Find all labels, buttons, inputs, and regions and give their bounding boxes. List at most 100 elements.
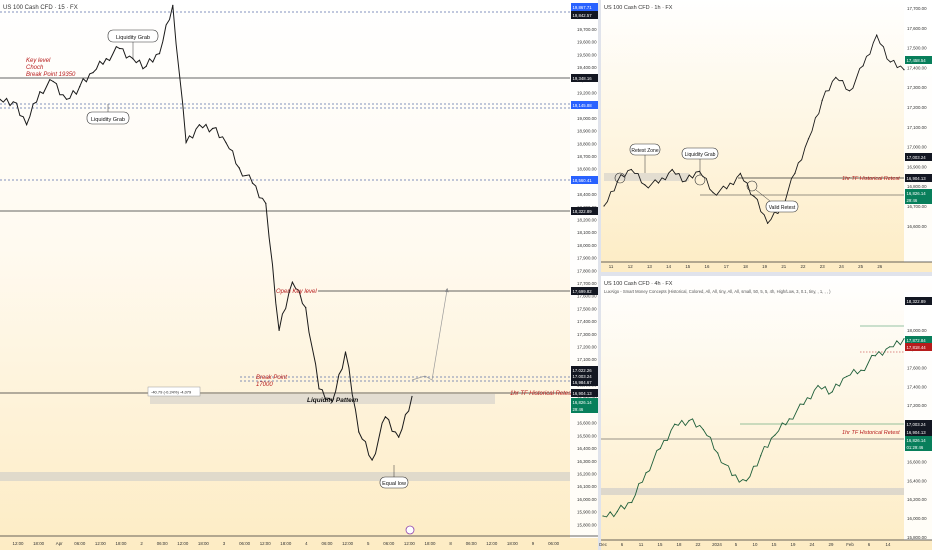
- data-point: [79, 86, 81, 88]
- historical-retest-label: 1hr TF Historical Retest: [842, 176, 900, 182]
- price-tick-label: 17,500.00: [907, 46, 927, 51]
- price-tag: [571, 398, 598, 406]
- liquidity-grab-callout-left[interactable]: Liquidity Grab: [86, 104, 130, 125]
- svg-text:Retest Zone: Retest Zone: [631, 148, 658, 154]
- data-point: [657, 182, 660, 184]
- time-tick-label: 06:00: [157, 541, 169, 546]
- data-point: [726, 188, 728, 190]
- liquidity-grab-callout[interactable]: Liquidity Grab: [681, 147, 719, 175]
- price-tag: [905, 153, 932, 161]
- data-point: [212, 127, 214, 130]
- break-value-label: 17000: [256, 382, 273, 388]
- bottom-right-time-axis[interactable]: Dec 6 11 15 18 22 2024 5 10 15 19 24 29 Feb 6 14: [599, 542, 891, 547]
- time-tick-label: 11: [639, 542, 644, 547]
- price-tag: [905, 443, 932, 451]
- price-tag-label: 29:46: [907, 198, 918, 203]
- data-point: [617, 180, 619, 182]
- time-tick-label: 12:00: [404, 541, 416, 546]
- time-tick-label: 19: [791, 542, 796, 547]
- price-tag-label: 01:29:46: [907, 445, 924, 450]
- time-tick-label: 22: [801, 264, 806, 269]
- bottom-right-chart-title: US 100 Cash CFD · 4h · FX: [604, 281, 673, 287]
- equal-low-callout[interactable]: Equal low: [379, 465, 409, 489]
- liquidity-grab-callout-top[interactable]: Liquidity Grab: [107, 29, 159, 58]
- svg-text:Valid Retest: Valid Retest: [769, 205, 796, 211]
- price-tick-label: 17,000.00: [907, 145, 927, 150]
- price-tag-label: 16,904.13: [907, 430, 927, 435]
- price-tick-label: 18,100.00: [577, 230, 597, 235]
- price-tick-label: 18,000.00: [907, 328, 927, 333]
- time-tick-label: 2024: [712, 542, 722, 547]
- price-tick-label: 17,700.00: [907, 6, 927, 11]
- price-tag-label: 17,022.26: [573, 368, 593, 373]
- price-tick-label: 16,400.00: [907, 478, 927, 483]
- price-tick-label: 17,600.00: [577, 294, 597, 299]
- time-tick-label: 06:00: [239, 541, 251, 546]
- events-icon[interactable]: [405, 525, 415, 535]
- time-tick-label: 14: [886, 542, 891, 547]
- time-tick-label: 18:00: [33, 541, 45, 546]
- main-time-axis[interactable]: 12:00 18:00 Apr 06:00 12:00 18:00 2 06:00 12:00 1…: [13, 541, 560, 546]
- data-point: [198, 124, 200, 126]
- bottom-right-price-tags: 18,322.89 17,872.84 17,818.44 17,003.24 16,9…: [905, 297, 932, 451]
- time-tick-label: 11: [609, 264, 614, 269]
- time-tick-label: 3: [223, 541, 226, 546]
- price-tick-label: 17,100.00: [907, 125, 927, 130]
- choch-label: Choch: [26, 65, 44, 71]
- top-right-price-tags: 17,458.54 17,003.24 16,904.13 16,826.14 29:4…: [905, 56, 932, 204]
- price-tick-label: 18,600.00: [577, 167, 597, 172]
- liquidity-pattern-zone: [150, 394, 495, 404]
- time-tick-label: 9: [532, 541, 535, 546]
- time-tick-label: 06:00: [74, 541, 86, 546]
- data-point: [238, 167, 240, 169]
- data-point: [685, 180, 687, 182]
- price-tick-label: 16,900.00: [907, 164, 927, 169]
- price-tag-label: 19,842.57: [573, 13, 593, 18]
- data-point: [12, 101, 14, 103]
- data-point: [821, 99, 823, 101]
- price-tag: [905, 336, 932, 344]
- bottom-right-chart-panel[interactable]: US 100 Cash CFD · 4h · FX LuxAlgo - Smar…: [599, 276, 932, 550]
- data-point: [788, 418, 790, 420]
- data-point: [39, 91, 41, 93]
- price-tag-label: 17,003.24: [907, 422, 927, 427]
- price-tick-label: 16,700.00: [907, 204, 927, 209]
- price-tick-label: 17,600.00: [907, 366, 927, 371]
- price-tick-label: 18,800.00: [577, 141, 597, 146]
- data-point: [712, 192, 714, 194]
- data-point: [874, 355, 876, 357]
- price-tick-label: 17,900.00: [577, 256, 597, 261]
- top-right-chart-panel[interactable]: US 100 Cash CFD · 1h · FX 17,700.00 17,60…: [601, 0, 932, 272]
- data-point: [26, 124, 28, 126]
- price-tick-label: 15,900.00: [577, 510, 597, 515]
- price-tag: [905, 174, 932, 182]
- price-tag-label: 17,699.82: [573, 289, 593, 294]
- time-tick-label: 26: [877, 264, 882, 269]
- historical-retest-label: 1hr TF Historical Retest: [842, 430, 900, 436]
- measure-tooltip: -40.79 (-0.24%) -4,079: [147, 386, 201, 397]
- time-tick-label: 19: [762, 264, 767, 269]
- top-right-time-axis[interactable]: 11 12 13 14 15 16 17 18 19 21 22 23 24 25 26: [609, 264, 883, 269]
- data-point: [717, 452, 719, 454]
- price-tick-label: 18,200.00: [577, 218, 597, 223]
- historical-retest-label: 1hr TF Historical Retest: [510, 391, 573, 397]
- main-chart-panel[interactable]: US 100 Cash CFD · 15 · FX 19,700.00 19,60…: [0, 0, 598, 550]
- data-point: [602, 515, 604, 517]
- price-tag: [905, 343, 932, 351]
- time-tick-label: 12: [628, 264, 633, 269]
- top-right-price-axis[interactable]: 17,700.00 17,600.00 17,500.00 17,400.00 17,3…: [907, 6, 927, 229]
- time-tick-label: 25: [858, 264, 863, 269]
- price-series-line: [0, 5, 413, 461]
- time-tick-label: 06:00: [322, 541, 334, 546]
- data-point: [265, 202, 267, 204]
- price-tag: [905, 189, 932, 197]
- data-point: [817, 384, 819, 387]
- price-tag-label: 18,322.89: [907, 299, 927, 304]
- data-point: [889, 346, 891, 348]
- price-tag-label: 17,818.44: [907, 345, 927, 350]
- retest-zone-callout[interactable]: Retest Zone: [629, 143, 661, 173]
- price-tick-label: 19,400.00: [577, 65, 597, 70]
- price-tag: [571, 287, 598, 295]
- valid-retest-callout[interactable]: Valid Retest: [755, 189, 799, 213]
